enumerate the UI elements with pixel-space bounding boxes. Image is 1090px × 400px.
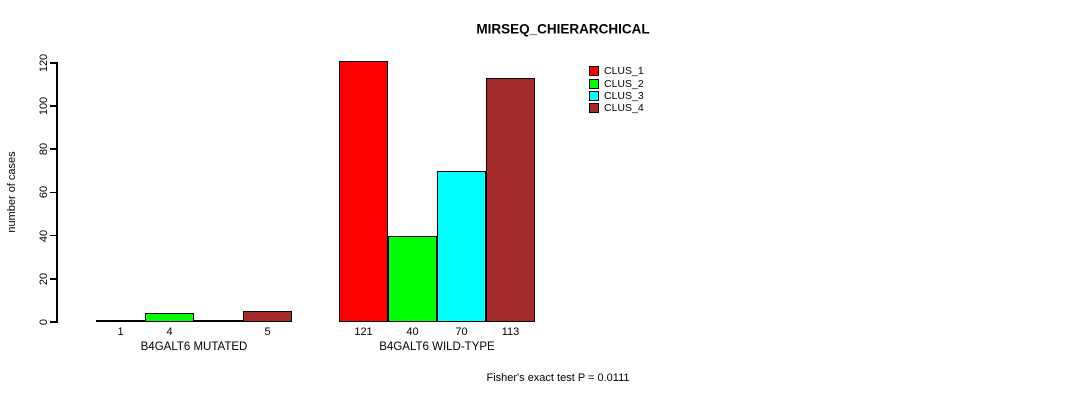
legend-swatch: [589, 66, 599, 77]
y-axis-label: number of cases: [6, 151, 18, 233]
bar-value-label: 4: [166, 326, 173, 338]
legend-item-clus_2: CLUS_2: [589, 77, 644, 90]
legend-label: CLUS_1: [604, 65, 644, 78]
chart-title: MIRSEQ_CHIERARCHICAL: [476, 21, 650, 37]
y-axis: [56, 62, 58, 323]
y-tick-label: 40: [38, 229, 50, 242]
legend-item-clus_4: CLUS_4: [589, 102, 644, 114]
bar-value-label: 121: [354, 326, 373, 338]
group-label: B4GALT6 MUTATED: [140, 341, 248, 353]
y-tick-mark: [49, 148, 56, 150]
legend-label: CLUS_4: [604, 102, 644, 115]
legend-label: CLUS_3: [604, 89, 644, 102]
bar-clus_1: [96, 319, 145, 322]
bar-value-label: 1: [117, 326, 124, 338]
y-tick-label: 0: [38, 318, 50, 326]
bar-clus_2: [145, 313, 194, 322]
legend-item-clus_1: CLUS_1: [589, 65, 644, 77]
legend-swatch: [589, 90, 599, 101]
bar-clus_1: [339, 60, 388, 322]
legend-item-clus_3: CLUS_3: [589, 90, 644, 102]
bar-clus_2: [388, 235, 437, 322]
group-label: B4GALT6 WILD-TYPE: [379, 341, 495, 353]
bar-clus_4: [486, 77, 535, 322]
y-tick-label: 120: [38, 53, 50, 72]
y-tick-mark: [49, 191, 56, 194]
legend-swatch: [589, 103, 599, 114]
y-tick-label: 20: [38, 272, 50, 285]
y-tick-mark: [49, 278, 56, 280]
bar-value-label: 70: [455, 326, 468, 338]
legend-label: CLUS_2: [604, 77, 644, 90]
legend-swatch: [589, 78, 599, 89]
bar-value-label: 40: [406, 326, 419, 338]
group-baseline: [96, 320, 292, 322]
bar-value-label: 5: [264, 326, 271, 338]
y-tick-mark: [49, 234, 56, 237]
fisher-test-annotation: Fisher's exact test P = 0.0111: [486, 372, 630, 384]
y-tick-label: 100: [38, 96, 50, 116]
y-tick-label: 60: [38, 186, 50, 199]
y-tick-label: 80: [38, 143, 50, 156]
legend: CLUS_1 CLUS_2 CLUS_3 CLUS_4: [589, 65, 644, 115]
bar-clus_3: [437, 170, 486, 322]
bar-clus_4: [243, 311, 292, 322]
y-tick-mark: [49, 105, 56, 107]
y-tick-mark: [49, 321, 56, 323]
y-tick-mark: [49, 62, 56, 64]
bar-value-label: 113: [501, 326, 520, 338]
